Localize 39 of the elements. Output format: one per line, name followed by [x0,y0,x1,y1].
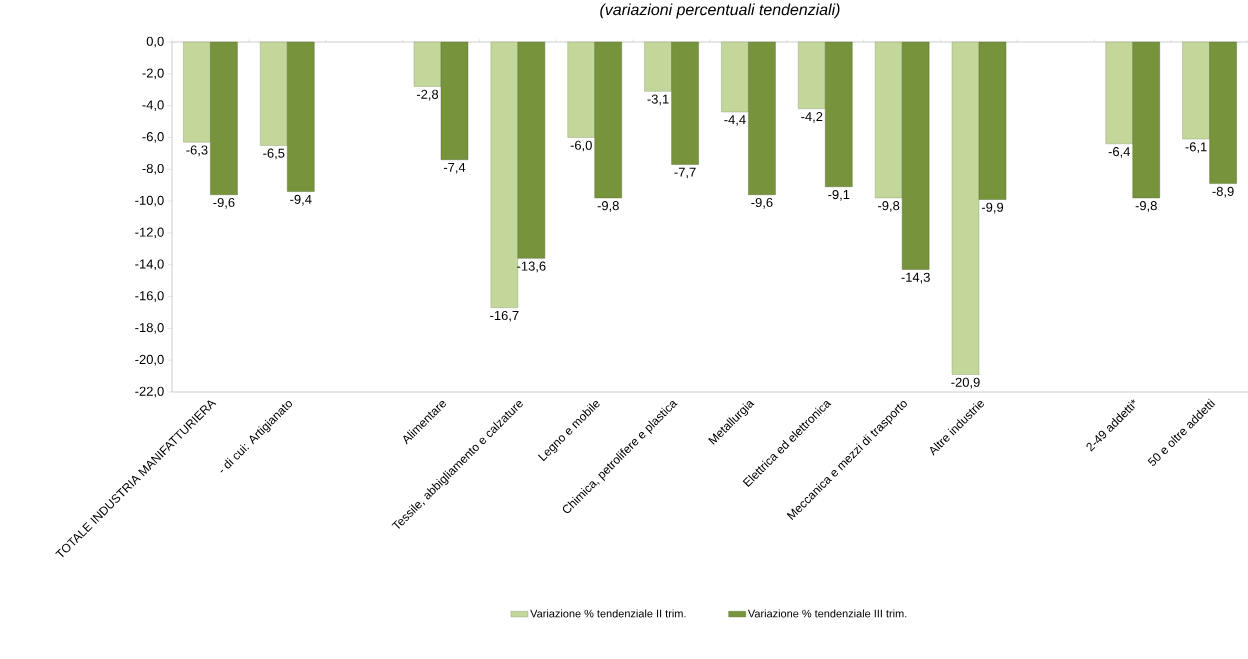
data-label: -6,3 [186,145,208,157]
data-label: -14,3 [901,272,930,284]
data-label: -7,7 [674,167,696,179]
y-tick-label: -4,0 [142,100,164,111]
y-tick-label: -18,0 [135,323,164,334]
y-tick-label: -10,0 [135,195,164,207]
data-label: -20,9 [951,377,980,389]
data-label: -13,6 [517,261,546,273]
data-label: -6,4 [1108,147,1131,158]
data-label: -9,6 [751,197,773,209]
data-label: -6,5 [263,148,285,160]
y-tick-label: -8,0 [142,163,164,175]
data-label: -6,0 [570,140,592,152]
y-tick-label: -14,0 [135,259,164,271]
y-tick-label: -12,0 [135,227,164,239]
y-tick-label: -16,0 [135,291,164,302]
y-tick-label: -22,0 [135,386,164,398]
data-label: -7,4 [443,162,466,174]
y-tick-label: -6,0 [142,132,164,143]
data-label: -9,8 [1135,201,1157,212]
data-label: -3,1 [647,94,669,106]
data-label: -2,8 [416,89,439,101]
y-tick-label: -2,0 [142,68,164,80]
y-tick-label: 0,0 [146,36,164,48]
data-label: -9,6 [213,197,235,209]
chart-title: (variazioni percentuali tendenziali) [600,3,840,19]
data-label: -8,9 [1212,186,1234,198]
data-label: -9,8 [878,201,900,212]
y-tick-label: -20,0 [135,354,164,366]
data-label: -4,4 [724,115,746,126]
data-label: -6,1 [1185,142,1207,153]
legend-label: Variazione % tendenziale III trim. [747,609,907,618]
data-label: -16,7 [490,310,519,322]
data-label: -9,1 [828,189,850,201]
data-label: -9,9 [981,202,1004,214]
data-label: -4,2 [801,112,823,123]
data-label: -9,8 [597,201,619,212]
data-label: -9,4 [290,194,312,206]
legend-label: Variazione % tendenziale II trim. [530,609,686,618]
